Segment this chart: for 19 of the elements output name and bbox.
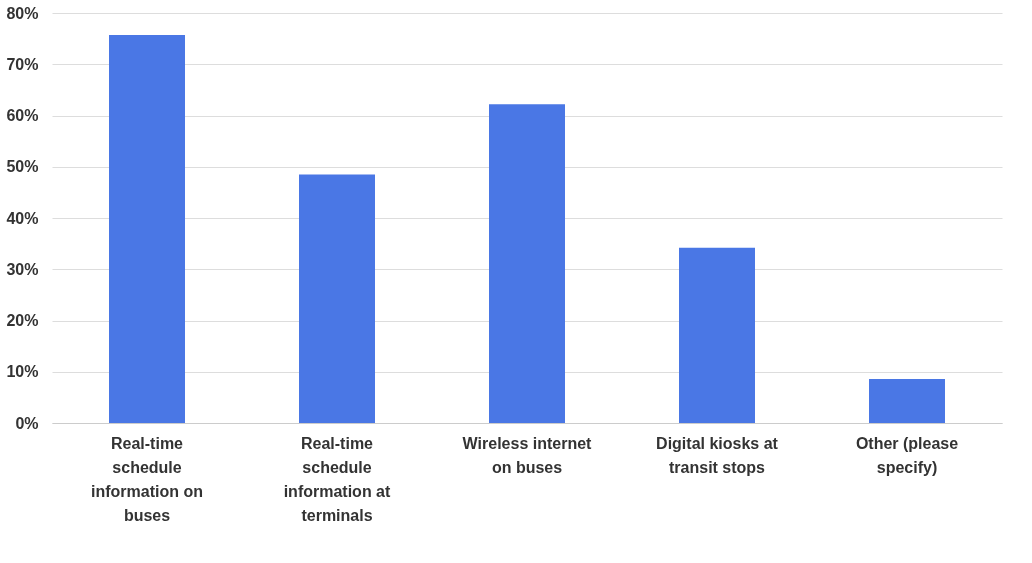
x-tick-label: Wireless internet on buses [462,434,593,476]
x-tick-label: Real-time schedule information at terminals [283,434,391,524]
bar [869,378,945,423]
y-tick-label: 10% [6,363,39,381]
x-tick-label: Digital kiosks at transit stops [656,434,779,476]
y-tick-label: 30% [6,260,39,278]
y-tick-label: 20% [6,312,39,329]
bar [109,35,185,423]
y-tick-label: 60% [6,107,39,124]
bar [489,104,565,423]
y-tick-label: 0% [15,414,39,432]
y-tick-label: 40% [6,209,39,227]
bar [679,247,755,423]
bar [299,174,375,423]
y-tick-label: 50% [6,158,39,176]
y-tick-label: 70% [6,55,39,73]
y-tick-label: 80% [6,4,39,22]
x-tick-label: Other (please specify) [855,434,959,476]
x-tick-label: Real-time schedule information on buses [91,434,203,524]
